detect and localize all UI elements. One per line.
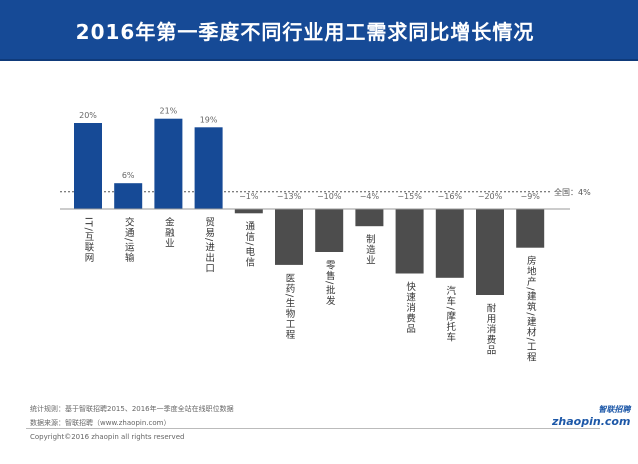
category-label: 制造业 <box>364 234 376 266</box>
category-label: 金融业 <box>163 216 175 248</box>
category-label: 房地产/建筑/建材/工程 <box>525 255 537 363</box>
bar <box>74 123 102 209</box>
title-banner: 2016年第一季度不同行业用工需求同比增长情况 <box>0 0 638 61</box>
category-label: 贸易/进出口 <box>203 216 215 273</box>
data-label: −4% <box>360 192 380 201</box>
data-label: 21% <box>160 107 178 116</box>
footer-divider <box>26 428 600 429</box>
copyright: Copyright©2016 zhaopin all rights reserv… <box>30 433 185 441</box>
bar <box>395 209 424 274</box>
bar <box>315 209 344 252</box>
data-label: −20% <box>478 192 503 201</box>
footer-source: 数据来源：智联招聘（www.zhaopin.com） <box>30 419 171 427</box>
data-label: −16% <box>438 192 463 201</box>
chart-title: 2016年第一季度不同行业用工需求同比增长情况 <box>75 20 535 44</box>
category-label: 通信/电信 <box>243 221 255 267</box>
data-label: −13% <box>277 192 302 201</box>
data-label: −15% <box>397 192 422 201</box>
bar <box>476 209 504 295</box>
category-label: 快速消费品 <box>404 281 416 334</box>
data-label: −9% <box>520 192 540 201</box>
data-label: 6% <box>122 171 135 180</box>
bar <box>154 118 183 209</box>
bar <box>355 209 384 227</box>
data-label: 19% <box>200 115 218 124</box>
category-label: 交通/运输 <box>123 216 135 263</box>
bar <box>114 183 143 209</box>
bar <box>435 209 464 278</box>
bar <box>194 127 223 209</box>
logo-cn: 智联招聘 <box>598 405 631 414</box>
logo-text: zhaopin.com <box>552 415 631 428</box>
reference-label: 全国：4% <box>554 187 591 197</box>
data-label: −1% <box>239 192 259 201</box>
category-label: IT/互联网 <box>83 217 95 263</box>
category-label: 医药/生物工程 <box>284 273 296 340</box>
bar <box>234 209 263 214</box>
bar <box>275 209 303 265</box>
bar-chart: 全国：4% 20% IT/互联网 6% 交通/运输 21% 金融业 19% 贸易/进出口 −1% 通… <box>60 107 591 363</box>
zhaopin-logo: 智联招聘 zhaopin.com <box>552 404 630 428</box>
bar <box>516 209 545 248</box>
data-label: −10% <box>317 192 342 201</box>
category-label: 零售/批发 <box>324 260 336 306</box>
data-label: 20% <box>79 111 97 120</box>
category-label: 汽车/摩托车 <box>444 285 456 342</box>
footer-note: 统计规则：基于智联招聘2015、2016年一季度全站在线职位数据 <box>30 405 234 413</box>
category-label: 耐用消费品 <box>485 302 497 355</box>
